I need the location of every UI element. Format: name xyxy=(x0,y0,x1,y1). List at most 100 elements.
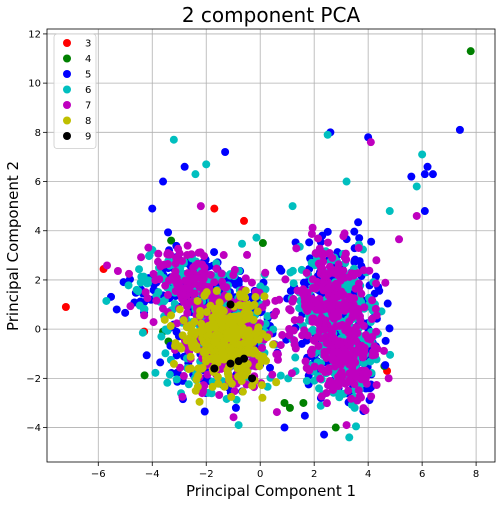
data-point xyxy=(243,250,252,259)
data-point xyxy=(351,284,360,293)
data-point xyxy=(240,216,249,225)
data-point xyxy=(225,352,234,361)
data-point xyxy=(347,394,356,403)
data-point xyxy=(320,351,329,360)
data-point xyxy=(423,162,432,171)
data-point xyxy=(268,370,277,379)
data-point xyxy=(257,381,266,390)
series-7 xyxy=(103,138,421,430)
data-point xyxy=(251,329,260,338)
data-point xyxy=(234,280,243,289)
data-point xyxy=(210,248,219,257)
data-point xyxy=(360,303,369,312)
data-point xyxy=(208,313,217,322)
data-point xyxy=(370,289,379,298)
data-point xyxy=(292,244,301,253)
data-point xyxy=(174,244,183,253)
data-point xyxy=(340,298,349,307)
data-point xyxy=(195,311,204,320)
data-point xyxy=(349,352,358,361)
data-point xyxy=(220,355,229,364)
x-tick-label: 8 xyxy=(473,469,479,480)
data-point xyxy=(307,229,316,238)
data-point xyxy=(308,317,317,326)
data-point xyxy=(288,297,297,306)
data-point xyxy=(345,341,354,350)
legend: 3 4 5 6 7 8 9 xyxy=(53,33,97,149)
data-point xyxy=(272,408,281,417)
y-tick-label: 6 xyxy=(35,177,41,188)
data-point xyxy=(245,310,254,319)
data-point xyxy=(235,347,244,356)
data-point xyxy=(164,290,173,299)
data-point xyxy=(379,346,388,355)
data-point xyxy=(164,228,173,237)
data-point xyxy=(315,295,324,304)
data-point xyxy=(386,350,395,359)
data-point xyxy=(258,239,267,248)
data-point xyxy=(155,275,164,284)
data-point xyxy=(180,284,189,293)
data-point xyxy=(341,355,350,364)
data-point xyxy=(200,407,209,416)
legend-label: 4 xyxy=(85,54,91,65)
data-point xyxy=(217,269,226,278)
data-point xyxy=(156,358,165,367)
data-point xyxy=(141,288,150,297)
data-point xyxy=(179,372,188,381)
legend-marker xyxy=(63,85,71,94)
data-point xyxy=(345,433,354,442)
data-point xyxy=(356,393,365,402)
data-point xyxy=(256,282,265,291)
data-point xyxy=(317,334,326,343)
data-point xyxy=(181,276,190,285)
data-point xyxy=(328,327,337,336)
data-point xyxy=(183,241,192,250)
data-point xyxy=(239,301,248,310)
x-tick-label: −4 xyxy=(145,469,160,480)
data-point xyxy=(381,361,390,370)
data-point xyxy=(220,337,229,346)
data-point xyxy=(317,364,326,373)
data-point xyxy=(169,135,178,144)
data-point xyxy=(191,279,200,288)
data-point xyxy=(171,259,180,268)
data-point xyxy=(308,325,317,334)
data-point xyxy=(221,283,230,292)
data-point xyxy=(241,371,250,380)
data-point xyxy=(272,378,281,387)
data-point xyxy=(297,339,306,348)
data-point xyxy=(253,307,262,316)
data-point xyxy=(154,288,163,297)
data-point xyxy=(349,271,358,280)
data-point xyxy=(395,235,404,244)
data-point xyxy=(247,278,256,287)
data-point xyxy=(301,357,310,366)
data-point xyxy=(124,281,133,290)
data-point xyxy=(176,290,185,299)
data-point xyxy=(172,319,181,328)
y-tick-label: 12 xyxy=(28,29,41,40)
data-point xyxy=(176,363,185,372)
data-point xyxy=(135,301,144,310)
data-point xyxy=(355,234,364,243)
data-point xyxy=(371,304,380,313)
data-point xyxy=(275,295,284,304)
data-point xyxy=(428,170,437,179)
data-point xyxy=(359,404,368,413)
data-point xyxy=(215,306,224,315)
data-point xyxy=(326,340,335,349)
data-point xyxy=(137,253,146,262)
data-point xyxy=(342,421,351,430)
data-point xyxy=(323,287,332,296)
data-point xyxy=(224,292,233,301)
y-axis-label: Principal Component 2 xyxy=(4,161,22,331)
data-point xyxy=(357,341,366,350)
data-point xyxy=(164,276,173,285)
data-point xyxy=(455,125,464,134)
data-point xyxy=(262,298,271,307)
data-point xyxy=(276,371,285,380)
data-point xyxy=(372,279,381,288)
data-point xyxy=(322,399,331,408)
